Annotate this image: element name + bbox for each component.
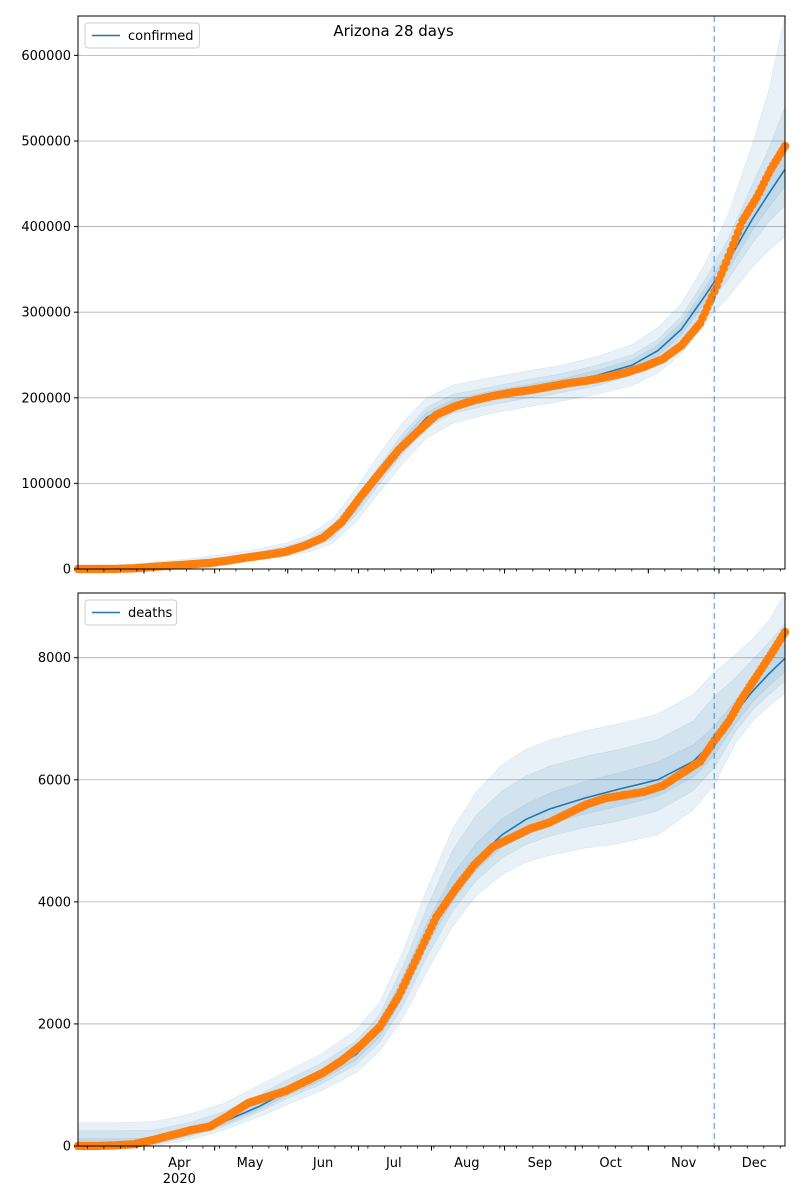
confirmed-panel: 0 100000 200000 300000 400000 500000 600000 Ari… [21,15,790,578]
y-tick-label-0: 0 [63,1140,71,1155]
y-tick-label-6: 600000 [21,49,71,64]
chart-title: Arizona 28 days [333,22,454,40]
legend: deaths [84,599,178,626]
x-tick-label-jun: Jun [312,1156,333,1171]
deaths-panel: 0 2000 4000 6000 8000 Apr May Jun Jul Aug Sep Oct No… [38,591,790,1187]
legend-label: deaths [128,606,173,621]
y-tick-label-5: 500000 [21,134,71,149]
x-tick-label-nov: Nov [671,1156,697,1171]
y-tick-label-0: 0 [63,563,71,578]
legend-label: confirmed [128,29,194,44]
y-tick-label-2: 200000 [21,391,71,406]
y-tick-label-3: 6000 [38,773,71,788]
legend: confirmed [84,22,200,49]
x-tick-label-oct: Oct [599,1156,621,1171]
y-tick-label-3: 300000 [21,306,71,321]
x-tick-label-apr: Apr [168,1156,191,1171]
y-tick-label-4: 400000 [21,220,71,235]
y-tick-label-4: 8000 [38,651,71,666]
y-tick-label-1: 2000 [38,1017,71,1032]
y-tick-label-1: 100000 [21,477,71,492]
x-tick-label-jul: Jul [385,1156,402,1171]
x-tick-label-may: May [237,1156,264,1171]
legend-box [84,599,178,626]
legend-box [84,22,200,49]
x-tick-year-label: 2020 [163,1172,196,1187]
x-tick-label-sep: Sep [528,1156,553,1171]
x-tick-label-dec: Dec [742,1156,767,1171]
y-tick-label-2: 4000 [38,895,71,910]
x-tick-label-aug: Aug [454,1156,479,1171]
